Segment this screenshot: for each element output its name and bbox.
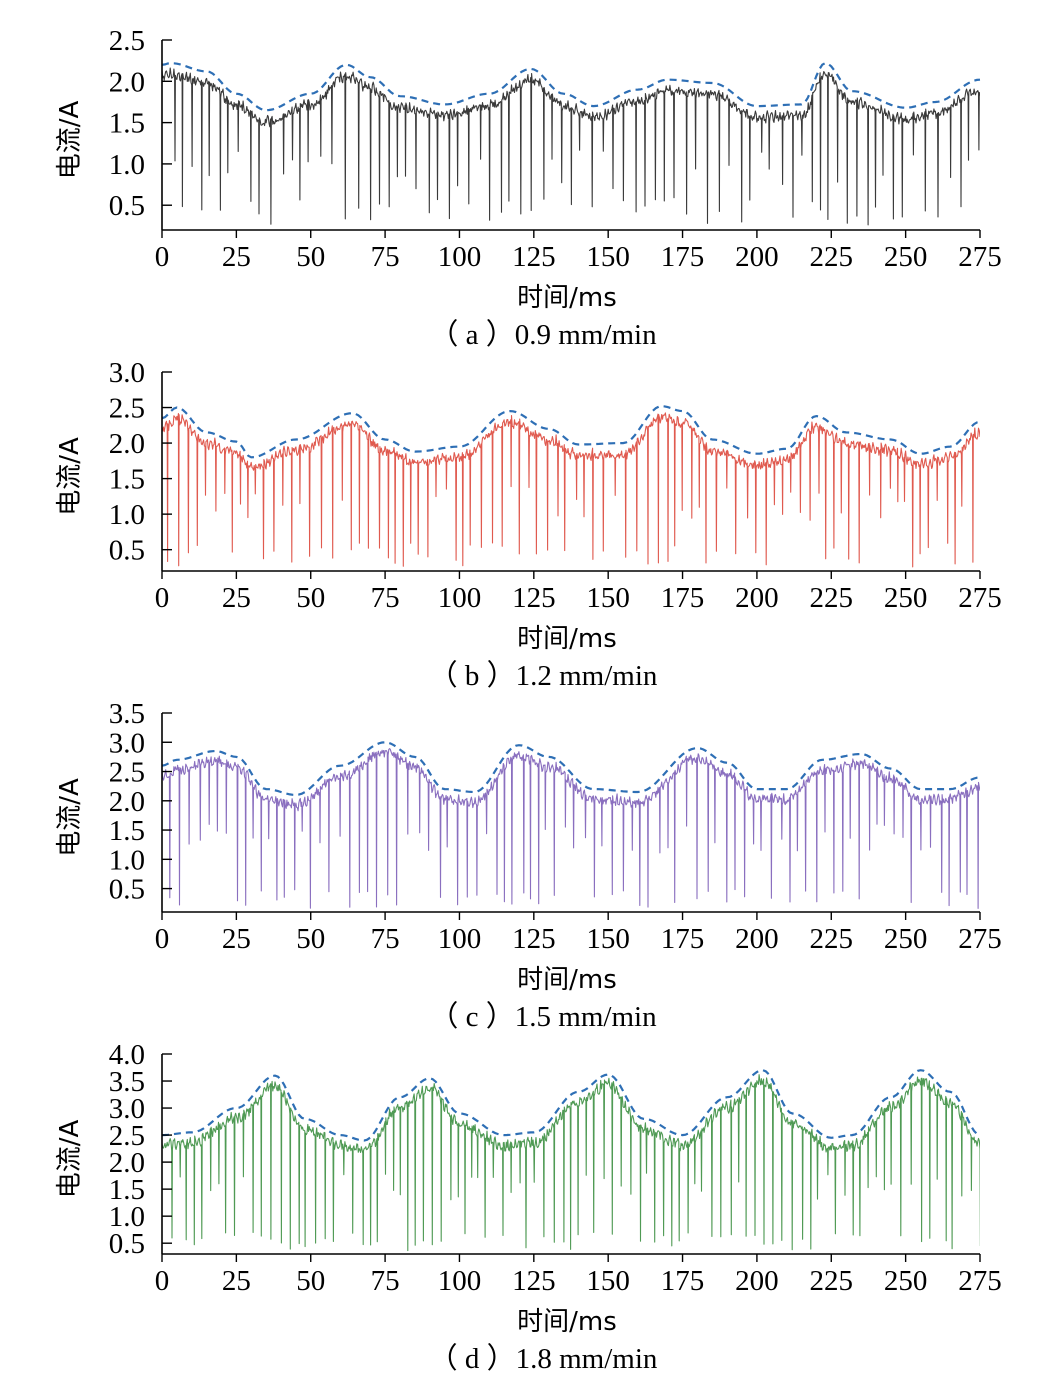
- x-tick-label-a: 225: [810, 241, 854, 273]
- y-tick-label-d: 1.0: [109, 1201, 145, 1233]
- x-tick-label-d: 200: [735, 1265, 779, 1297]
- series-line-c: [162, 748, 980, 909]
- caption-c: （ c ）1.5 mm/min: [429, 1001, 657, 1033]
- y-tick-label-d: 2.0: [109, 1147, 145, 1179]
- y-tick-label-c: 2.5: [109, 757, 145, 789]
- y-tick-label-b: 3.0: [109, 357, 145, 389]
- caption-b: （ b ）1.2 mm/min: [429, 660, 658, 692]
- y-tick-label-d: 1.5: [109, 1174, 145, 1206]
- y-tick-label-c: 0.5: [109, 874, 145, 906]
- x-tick-label-a: 0: [155, 241, 170, 273]
- y-tick-label-c: 1.0: [109, 844, 145, 876]
- envelope-line-a: [161, 61, 981, 112]
- envelope-line-b: [161, 404, 981, 459]
- y-tick-label-a: 1.0: [109, 149, 145, 181]
- x-tick-label-b: 125: [512, 582, 556, 614]
- x-tick-label-b: 175: [661, 582, 705, 614]
- x-tick-label-c: 125: [512, 923, 556, 955]
- x-tick-label-a: 275: [958, 241, 1002, 273]
- y-tick-label-a: 1.5: [109, 108, 145, 140]
- x-tick-label-c: 200: [735, 923, 779, 955]
- panel-b: 0.5 1.01.5 2.02.5 3.0 0 25 50 75 100 125 150 175 200…: [55, 357, 1002, 692]
- y-axis-title-c: 电流/A: [55, 778, 85, 857]
- x-tick-label-d: 125: [512, 1265, 556, 1297]
- y-tick-label-d: 3.5: [109, 1066, 145, 1098]
- y-axis-title-a: 电流/A: [55, 101, 85, 180]
- y-tick-label-a: 0.5: [109, 190, 145, 222]
- x-tick-label-c: 25: [222, 923, 251, 955]
- x-tick-label-a: 125: [512, 241, 556, 273]
- y-tick-label-a: 2.0: [109, 66, 145, 98]
- x-tick-label-d: 175: [661, 1265, 705, 1297]
- x-tick-label-a: 100: [438, 241, 482, 273]
- y-axis-title-d: 电流/A: [55, 1120, 85, 1199]
- x-tick-label-b: 0: [155, 582, 170, 614]
- x-tick-label-c: 100: [438, 923, 482, 955]
- x-axis-title-b: 时间/ms: [517, 624, 617, 654]
- x-tick-label-a: 75: [371, 241, 400, 273]
- x-tick-label-b: 250: [884, 582, 928, 614]
- x-tick-label-d: 100: [438, 1265, 482, 1297]
- y-tick-label-d: 2.5: [109, 1120, 145, 1152]
- panel-a: 0.5 1.0 1.5 2.0 2.5 0 25 50 75 100 125 150 175 200 225…: [55, 25, 1002, 351]
- envelope-line-c: [161, 741, 981, 797]
- panel-c: 0.51.01.52.02.53.03.5 0 25 50 75 100 125 150 175…: [55, 698, 1002, 1033]
- x-tick-label-d: 25: [222, 1265, 251, 1297]
- x-tick-label-a: 200: [735, 241, 779, 273]
- x-tick-label-c: 75: [371, 923, 400, 955]
- series-line-a: [162, 67, 980, 226]
- y-tick-label-c: 3.0: [109, 727, 145, 759]
- y-tick-label-d: 4.0: [109, 1039, 145, 1071]
- x-tick-label-d: 50: [296, 1265, 325, 1297]
- x-tick-label-c: 175: [661, 923, 705, 955]
- y-tick-label-d: 0.5: [109, 1228, 145, 1260]
- y-tick-label-d: 3.0: [109, 1093, 145, 1125]
- x-tick-label-c: 150: [586, 923, 630, 955]
- y-tick-label-b: 2.5: [109, 393, 145, 425]
- x-axis-title-a: 时间/ms: [517, 283, 617, 313]
- caption-d: （ d ）1.8 mm/min: [429, 1343, 658, 1375]
- x-tick-label-a: 175: [661, 241, 705, 273]
- x-tick-label-b: 200: [735, 582, 779, 614]
- x-tick-label-d: 250: [884, 1265, 928, 1297]
- x-tick-label-a: 25: [222, 241, 251, 273]
- y-tick-label-a: 2.5: [109, 25, 145, 57]
- panel-d: 0.51.01.52.02.53.03.54.0 0 25 50 75 100 125 150…: [55, 1039, 1002, 1375]
- y-tick-label-c: 2.0: [109, 786, 145, 818]
- envelope-line-d: [161, 1069, 981, 1142]
- x-tick-label-d: 75: [371, 1265, 400, 1297]
- caption-a: （ a ）0.9 mm/min: [429, 319, 657, 351]
- series-line-b: [162, 412, 980, 568]
- y-tick-label-b: 0.5: [109, 535, 145, 567]
- x-tick-label-d: 225: [810, 1265, 854, 1297]
- x-axis-title-d: 时间/ms: [517, 1307, 617, 1337]
- x-tick-label-c: 250: [884, 923, 928, 955]
- x-tick-label-a: 250: [884, 241, 928, 273]
- x-tick-label-c: 225: [810, 923, 854, 955]
- y-axis-title-b: 电流/A: [55, 437, 85, 516]
- x-tick-label-d: 0: [155, 1265, 170, 1297]
- y-tick-label-c: 1.5: [109, 815, 145, 847]
- x-tick-label-a: 150: [586, 241, 630, 273]
- series-line-d: [162, 1074, 980, 1252]
- x-tick-label-c: 0: [155, 923, 170, 955]
- y-tick-label-b: 1.5: [109, 464, 145, 496]
- x-tick-label-a: 50: [296, 241, 325, 273]
- x-tick-label-c: 275: [958, 923, 1002, 955]
- x-tick-label-c: 50: [296, 923, 325, 955]
- x-tick-label-b: 150: [586, 582, 630, 614]
- y-tick-label-b: 1.0: [109, 499, 145, 531]
- x-tick-label-b: 75: [371, 582, 400, 614]
- x-tick-label-b: 50: [296, 582, 325, 614]
- x-tick-label-b: 275: [958, 582, 1002, 614]
- y-tick-label-c: 3.5: [109, 698, 145, 730]
- y-tick-label-b: 2.0: [109, 428, 145, 460]
- x-tick-label-b: 25: [222, 582, 251, 614]
- x-tick-label-b: 225: [810, 582, 854, 614]
- x-tick-label-d: 150: [586, 1265, 630, 1297]
- x-tick-label-d: 275: [958, 1265, 1002, 1297]
- x-tick-label-b: 100: [438, 582, 482, 614]
- x-axis-title-c: 时间/ms: [517, 965, 617, 995]
